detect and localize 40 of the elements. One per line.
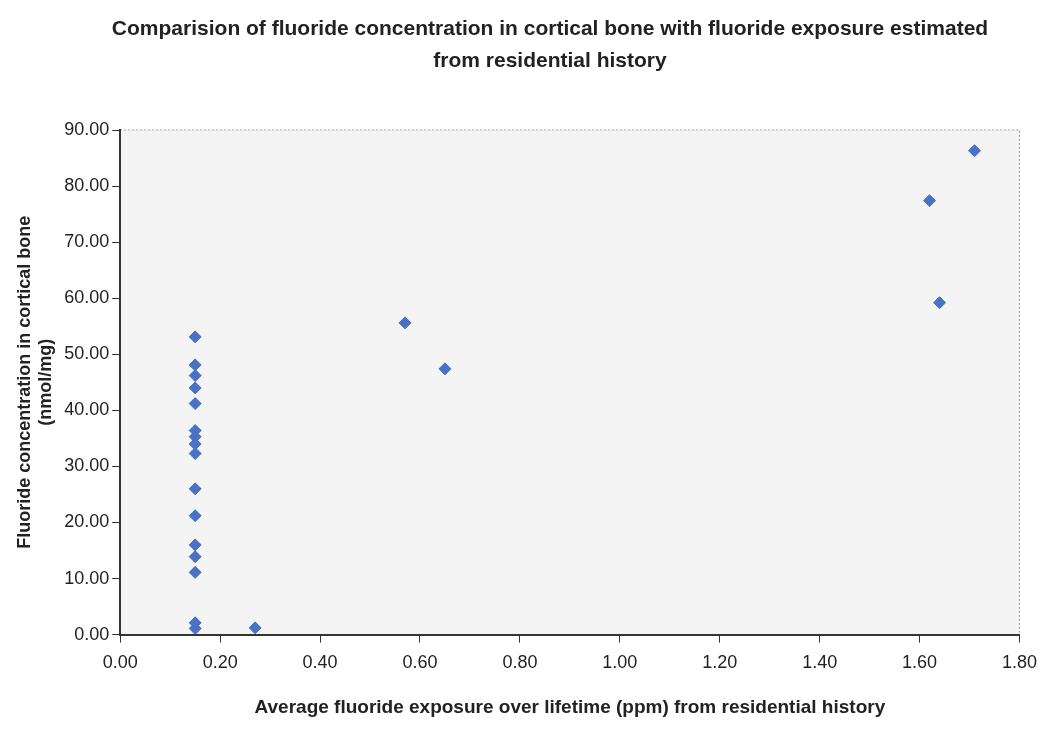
x-tick-label: 1.80 [1001, 652, 1038, 673]
point [933, 296, 947, 310]
x-tick-label: 0.60 [402, 652, 438, 673]
y-tick-label: 80.00 [64, 175, 110, 196]
x-tick-label: 0.00 [102, 652, 138, 673]
x-tick-label: 1.60 [902, 652, 938, 673]
x-axis-title: Average fluoride exposure over lifetime (ppm) from residential history [254, 695, 886, 717]
point [188, 538, 202, 552]
y-tick-label: 30.00 [64, 455, 110, 476]
point [438, 362, 452, 376]
point [188, 381, 202, 395]
point [398, 316, 412, 330]
y-tick-label: 0.00 [74, 623, 110, 644]
point [188, 358, 202, 372]
y-tick-label: 10.00 [64, 567, 110, 588]
chart-title: Comparision of fluoride concentration in cortical bone with fluoride exposure estimated from residential history [110, 15, 990, 73]
point [188, 330, 202, 344]
y-axis-title: Fluoride concentration in cortical bone (nmol/mg) [13, 215, 56, 549]
point [188, 397, 202, 411]
y-tick-label: 40.00 [64, 399, 110, 420]
point [248, 621, 262, 635]
point [188, 482, 202, 496]
point [188, 550, 202, 564]
x-tick-label: 0.40 [302, 652, 338, 673]
x-tick-label: 0.80 [502, 652, 538, 673]
y-tick-label: 90.00 [64, 118, 110, 139]
y-tick-label: 60.00 [64, 287, 110, 308]
y-tick-label: 50.00 [64, 343, 110, 364]
y-tick-label: 20.00 [64, 511, 110, 532]
x-tick-label: 1.20 [702, 652, 738, 673]
x-tick-label: 1.00 [602, 652, 638, 673]
x-tick-label: 0.20 [202, 652, 238, 673]
point [968, 144, 982, 158]
point [188, 369, 202, 383]
y-tick-label: 70.00 [64, 231, 110, 252]
x-tick-label: 1.40 [802, 652, 838, 673]
point [188, 447, 202, 461]
point [188, 509, 202, 523]
point [923, 194, 937, 208]
point [188, 565, 202, 579]
